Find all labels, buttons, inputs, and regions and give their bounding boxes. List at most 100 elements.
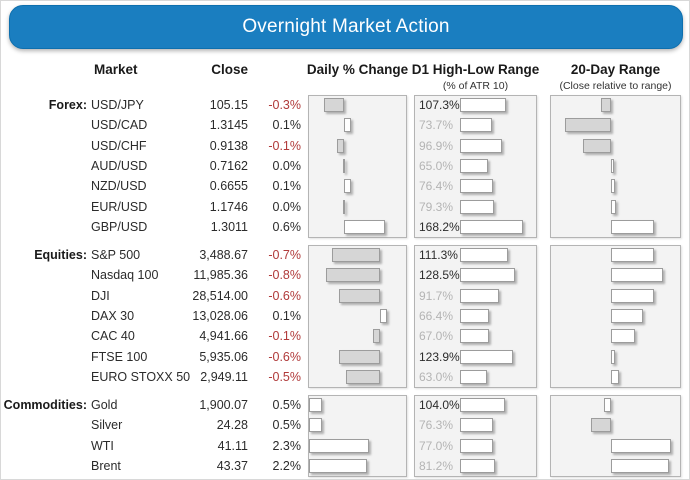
daily-pct-value: 0.5% (272, 398, 302, 412)
close-value: 0.9138 (209, 138, 248, 153)
d20-range-bar (611, 219, 654, 234)
atr-pct-label: 107.3% (419, 98, 460, 112)
atr-pct-label: 76.3% (419, 418, 454, 433)
market-name: Silver (91, 418, 123, 433)
daily-pct-value: 2.2% (272, 458, 302, 473)
d20-range-bar (611, 268, 663, 283)
daily-pct-value: -0.7% (268, 248, 301, 262)
market-name: DAX 30 (91, 308, 135, 323)
market-name: EUR/USD (91, 199, 148, 214)
column-subheader-atr: (% of ATR 10) (442, 80, 509, 92)
column-header-20day-range: 20-Day Range (570, 62, 661, 77)
daily-change-bar (343, 158, 345, 173)
atr-range-bar (460, 398, 505, 412)
atr-pct-label: 79.3% (419, 199, 454, 214)
market-name: Nasdaq 100 (91, 268, 159, 283)
market-name: FTSE 100 (91, 349, 148, 364)
atr-range-bar (460, 308, 489, 323)
atr-range-bar (460, 199, 495, 214)
market-name: WTI (91, 438, 114, 453)
daily-change-bar (332, 248, 380, 262)
daily-pct-value: 0.0% (272, 199, 302, 214)
market-name: AUD/USD (91, 158, 148, 173)
atr-pct-label: 128.5% (419, 268, 460, 283)
column-header-market: Market (94, 62, 138, 77)
daily-pct-value: -0.3% (268, 98, 301, 112)
market-name: USD/JPY (91, 98, 144, 112)
d20-range-bar (565, 118, 611, 133)
section-label: Forex: (48, 98, 87, 112)
close-value: 1.3145 (209, 118, 248, 133)
page-title: Overnight Market Action (242, 16, 450, 37)
market-name: GBP/USD (91, 219, 148, 234)
market-name: S&P 500 (91, 248, 141, 262)
market-name: USD/CHF (91, 138, 147, 153)
daily-change-bar (337, 138, 344, 153)
daily-change-bar (380, 308, 387, 323)
daily-pct-value: 0.6% (272, 219, 302, 234)
atr-range-bar (460, 248, 508, 262)
atr-pct-label: 77.0% (419, 438, 454, 453)
atr-range-bar (460, 268, 516, 283)
atr-pct-label: 73.7% (419, 118, 454, 133)
daily-pct-value: -0.1% (268, 329, 301, 344)
atr-pct-label: 168.2% (419, 219, 460, 234)
close-value: 1.1746 (209, 199, 248, 214)
d20-range-bar (611, 369, 619, 384)
d20-range-bar (591, 418, 611, 433)
market-name: Gold (91, 398, 118, 412)
market-name: CAC 40 (91, 329, 135, 344)
section-label: Commodities: (3, 398, 87, 412)
atr-pct-label: 104.0% (419, 398, 460, 412)
daily-change-panel (308, 245, 407, 389)
atr-range-bar (460, 438, 494, 453)
market-name: DJI (91, 288, 110, 303)
d20-range-bar (583, 138, 611, 153)
daily-change-bar (344, 179, 351, 194)
d20-range-bar (611, 349, 615, 364)
daily-change-bar (309, 458, 367, 473)
close-value: 1.3011 (210, 219, 248, 234)
close-value: 28,514.00 (192, 288, 248, 303)
daily-pct-value: 0.1% (272, 308, 302, 323)
close-value: 11,985.36 (193, 268, 248, 283)
daily-change-bar (309, 398, 323, 412)
close-value: 0.6655 (209, 179, 248, 194)
d20-range-bar (611, 199, 616, 214)
d20-range-bar (611, 158, 614, 173)
daily-pct-value: 0.5% (272, 418, 302, 433)
atr-pct-label: 96.9% (419, 138, 454, 153)
d20-range-panel (550, 95, 681, 239)
atr-pct-label: 65.0% (419, 158, 454, 173)
close-value: 24.28 (216, 418, 248, 433)
column-header-daily-change: Daily % Change (306, 62, 409, 77)
close-value: 3,488.67 (199, 248, 248, 262)
atr-pct-label: 123.9% (419, 349, 460, 364)
atr-pct-label: 66.4% (419, 308, 454, 323)
d20-range-bar (611, 438, 671, 453)
daily-pct-value: -0.5% (268, 369, 301, 384)
daily-pct-value: 0.1% (272, 118, 302, 133)
close-value: 13,028.06 (192, 308, 248, 323)
daily-pct-value: 2.3% (272, 438, 302, 453)
d20-range-bar (611, 179, 615, 194)
atr-range-bar (460, 158, 488, 173)
close-value: 0.7162 (209, 158, 248, 173)
section-label: Equities: (34, 248, 87, 262)
column-header-d1-range: D1 High-Low Range (411, 62, 540, 77)
close-value: 41.11 (217, 438, 248, 453)
daily-change-panel (308, 95, 407, 239)
market-name: NZD/USD (91, 179, 147, 194)
atr-pct-label: 81.2% (419, 458, 454, 473)
daily-change-bar (309, 418, 323, 433)
close-value: 105.15 (209, 98, 248, 112)
d20-range-bar (611, 248, 654, 262)
daily-change-bar (325, 268, 380, 283)
close-value: 43.37 (216, 458, 248, 473)
atr-range-bar (460, 458, 495, 473)
d20-range-bar (601, 98, 611, 112)
daily-change-bar (309, 438, 370, 453)
daily-pct-value: -0.1% (268, 138, 301, 153)
d20-range-bar (604, 398, 611, 412)
